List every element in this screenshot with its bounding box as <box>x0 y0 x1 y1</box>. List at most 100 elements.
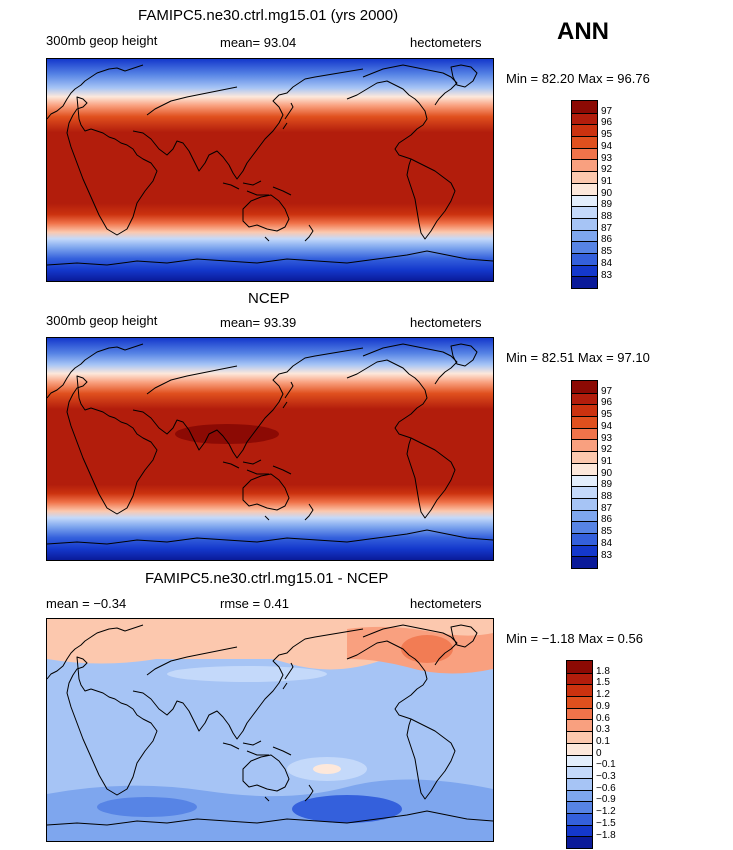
season-label: ANN <box>557 18 609 45</box>
colorbar-swatch <box>572 147 597 160</box>
colorbar-label: 83 <box>601 549 613 561</box>
colorbar-swatch <box>567 731 592 743</box>
panel-1-map <box>46 58 494 282</box>
colorbar-swatch <box>572 404 597 417</box>
colorbar-label: 93 <box>601 432 613 444</box>
panel-2-map <box>46 337 494 561</box>
panel-3-units: hectometers <box>410 596 482 611</box>
colorbar-swatch <box>572 101 597 113</box>
colorbar-label: 95 <box>601 129 613 141</box>
colorbar-label: 92 <box>601 164 613 176</box>
colorbar-label: 96 <box>601 117 613 129</box>
panel-2-units: hectometers <box>410 315 482 330</box>
colorbar-swatch <box>572 439 597 452</box>
colorbar-label: 0.9 <box>596 700 610 712</box>
panel-2-map-svg <box>47 338 493 560</box>
colorbar-swatch <box>572 252 597 265</box>
colorbar-label: 84 <box>601 537 613 549</box>
panel-1-units: hectometers <box>410 35 482 50</box>
colorbar-label: 93 <box>601 152 613 164</box>
colorbar-swatch <box>572 486 597 498</box>
colorbar-label: −1.5 <box>596 817 616 829</box>
colorbar-label: 83 <box>601 269 613 281</box>
colorbar-swatch <box>572 124 597 137</box>
colorbar-swatch <box>567 661 592 673</box>
colorbar-swatch <box>572 544 597 557</box>
colorbar-label: 97 <box>601 105 613 117</box>
colorbar-swatch <box>567 777 592 790</box>
colorbar-label: 85 <box>601 526 613 538</box>
colorbar-swatch <box>572 556 597 568</box>
colorbar-swatch <box>567 766 592 778</box>
colorbar-swatch <box>567 789 592 802</box>
colorbar-swatch <box>572 159 597 172</box>
colorbar-label: 1.2 <box>596 689 610 701</box>
colorbar-label: 1.8 <box>596 665 610 677</box>
colorbar-label: 1.5 <box>596 677 610 689</box>
colorbar-label: 0 <box>596 747 602 759</box>
colorbar-label: −0.9 <box>596 794 616 806</box>
panel-3-title: FAMIPC5.ne30.ctrl.mg15.01 - NCEP <box>145 570 389 587</box>
colorbar-label: 0.1 <box>596 735 610 747</box>
colorbar-label: 89 <box>601 479 613 491</box>
panel-2-mean-label: mean= 93.39 <box>220 315 297 330</box>
colorbar-swatch <box>567 836 592 848</box>
colorbar-swatch <box>572 229 597 242</box>
colorbar-label: 90 <box>601 187 613 199</box>
colorbar-swatch <box>572 427 597 440</box>
colorbar-label: −1.8 <box>596 829 616 841</box>
colorbar-swatch <box>572 112 597 125</box>
colorbar-label: 94 <box>601 140 613 152</box>
colorbar-label: 92 <box>601 444 613 456</box>
colorbar-label: −0.1 <box>596 759 616 771</box>
colorbar-swatch <box>572 217 597 230</box>
colorbar-swatch <box>567 707 592 720</box>
colorbar-swatch <box>567 754 592 767</box>
colorbar-label: 85 <box>601 246 613 258</box>
panel-2-minmax: Min = 82.51 Max = 97.10 <box>506 350 650 365</box>
colorbar-swatch <box>572 276 597 288</box>
colorbar-swatch <box>572 381 597 393</box>
colorbar-label: 0.3 <box>596 724 610 736</box>
panel-3-mean-label: mean = −0.34 <box>46 596 127 611</box>
colorbar-swatch <box>572 521 597 533</box>
colorbar-swatch <box>572 451 597 463</box>
panel-2-title: NCEP <box>248 290 290 307</box>
colorbar-swatch <box>572 241 597 253</box>
colorbar-label: 0.6 <box>596 712 610 724</box>
colorbar-label: 94 <box>601 420 613 432</box>
colorbar-swatch <box>567 742 592 755</box>
panel-1-mean-label: mean= 93.04 <box>220 35 297 50</box>
colorbar-label: 91 <box>601 175 613 187</box>
colorbar-label: 86 <box>601 234 613 246</box>
colorbar-swatch <box>567 696 592 708</box>
colorbar-swatch <box>572 264 597 277</box>
colorbar-label: 95 <box>601 409 613 421</box>
colorbar-swatch <box>572 474 597 487</box>
colorbar-label: −0.3 <box>596 771 616 782</box>
colorbar-label: 96 <box>601 397 613 409</box>
panel-1-map-svg <box>47 59 493 281</box>
colorbar-label: 88 <box>601 491 613 502</box>
colorbar-swatch <box>567 684 592 697</box>
colorbar-label: −0.6 <box>596 782 616 794</box>
panel-3-rmse-label: rmse = 0.41 <box>220 596 290 611</box>
colorbar-label: 84 <box>601 257 613 269</box>
colorbar-swatch <box>572 509 597 522</box>
colorbar-label: 86 <box>601 514 613 526</box>
colorbar-swatch <box>572 462 597 475</box>
colorbar-swatch <box>567 801 592 813</box>
colorbar-swatch <box>572 497 597 510</box>
colorbar-swatch <box>572 392 597 405</box>
colorbar-swatch <box>572 206 597 218</box>
panel-3-minmax: Min = −1.18 Max = 0.56 <box>506 631 643 646</box>
colorbar-label: 87 <box>601 222 613 234</box>
colorbar-swatch <box>572 532 597 545</box>
panel-1-colorbar <box>571 100 598 289</box>
colorbar-label: 87 <box>601 502 613 514</box>
colorbar-swatch <box>572 416 597 428</box>
colorbar-label: 88 <box>601 211 613 222</box>
colorbar-label: 91 <box>601 455 613 467</box>
panel-1-title: FAMIPC5.ne30.ctrl.mg15.01 (yrs 2000) <box>138 7 399 24</box>
colorbar-swatch <box>567 672 592 685</box>
